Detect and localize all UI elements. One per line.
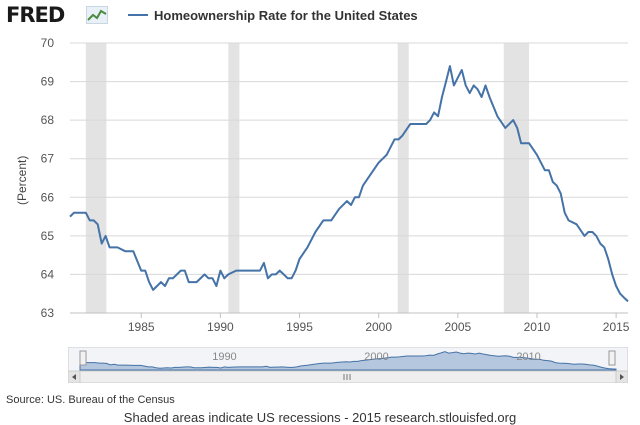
y-tick-label: 69 — [41, 75, 55, 89]
legend-line-swatch — [128, 14, 148, 16]
fred-logo: FRED — [6, 3, 65, 27]
y-tick-label: 67 — [41, 152, 55, 166]
range-navigator[interactable]: 1990 2000 2010 — [67, 346, 629, 384]
line-chart-icon — [86, 6, 108, 24]
x-tick-label: 1990 — [207, 320, 234, 334]
line-chart: 1985 1990 1995 2000 2005 2010 2015 63 64 65 66 67 6… — [41, 36, 630, 334]
legend-label: Homeownership Rate for the United States — [154, 7, 418, 23]
series-line[interactable] — [69, 65, 629, 303]
x-tick-label: 2015 — [603, 320, 630, 334]
y-tick-label: 68 — [41, 113, 55, 127]
x-tick-label: 1985 — [128, 320, 155, 334]
y-tick-label: 66 — [41, 190, 55, 204]
navigator-right-handle[interactable] — [608, 350, 616, 366]
recession-band — [503, 43, 530, 313]
navigator-left-handle[interactable] — [79, 350, 87, 366]
y-tick-label: 63 — [41, 306, 55, 320]
y-tick-label: 70 — [41, 36, 55, 50]
navigator-label: 2010 — [516, 351, 540, 363]
right-arrow-icon[interactable] — [615, 370, 629, 384]
navigator-label: 1990 — [212, 351, 236, 363]
recession-note[interactable]: Shaded areas indicate US recessions - 20… — [123, 410, 517, 425]
x-tick-label: 1995 — [286, 320, 313, 334]
navigator-label: 2000 — [364, 351, 388, 363]
recession-band — [228, 43, 240, 313]
y-tick-label: 65 — [41, 229, 55, 243]
left-arrow-icon[interactable] — [67, 370, 81, 384]
y-tick-label: 64 — [41, 267, 55, 281]
recession-band — [85, 43, 107, 313]
chart-legend[interactable]: Homeownership Rate for the United States — [128, 7, 418, 23]
x-tick-label: 2010 — [524, 320, 551, 334]
x-tick-label: 2005 — [444, 320, 471, 334]
navigator-area — [79, 351, 617, 371]
recession-band — [397, 43, 409, 313]
grip-icon[interactable] — [343, 374, 351, 380]
x-tick-label: 2000 — [365, 320, 392, 334]
navigator-scrollbar[interactable] — [67, 370, 629, 384]
source-note: Source: US. Bureau of the Census — [6, 394, 175, 406]
